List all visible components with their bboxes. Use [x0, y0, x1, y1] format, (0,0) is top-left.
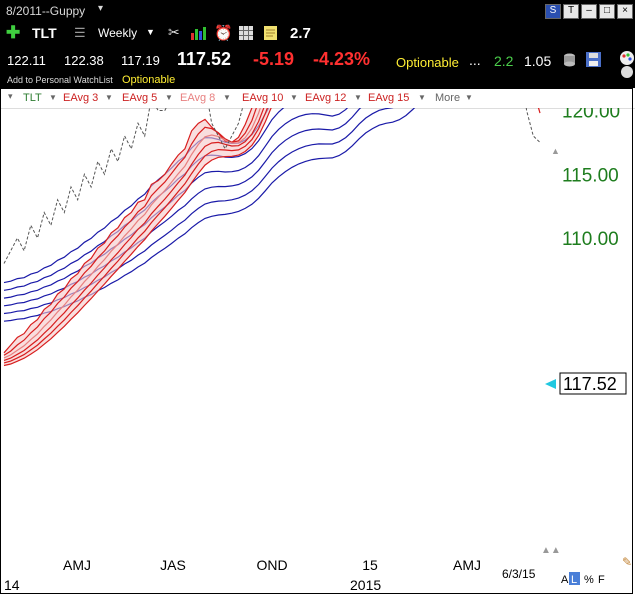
optionable-label-small: Optionable: [122, 74, 176, 86]
chart-bars-svg: [191, 27, 206, 40]
control-l[interactable]: L: [571, 574, 577, 586]
price-line: [3, 108, 541, 264]
red-ema-line-0: [3, 108, 541, 354]
window-title: 8/2011--Guppy: [6, 4, 86, 18]
grid-plus-svg: [239, 26, 253, 40]
value-green: 2.2: [494, 53, 514, 69]
control-f[interactable]: F: [598, 574, 605, 586]
time-tick-label-4: AMJ: [453, 557, 481, 573]
optionable-label: Optionable: [396, 55, 459, 70]
time-tick-label-2: OND: [256, 557, 287, 573]
watchlist-link[interactable]: Add to Personal WatchList: [7, 75, 113, 85]
price-axis: 140.00135.00130.00125.00120.00115.00110.…: [562, 108, 620, 250]
control-l-box[interactable]: [569, 572, 580, 585]
save-icon[interactable]: [586, 52, 601, 72]
price-tick-label-6: 110.00: [562, 229, 619, 250]
study-item-0[interactable]: TLT: [23, 92, 42, 104]
study-item-3-arrow[interactable]: ▼: [165, 93, 173, 102]
add-symbol-icon[interactable]: ✚: [6, 23, 21, 42]
palette-icon[interactable]: [619, 50, 635, 85]
study-item-7[interactable]: More: [435, 92, 461, 104]
scroll-up-icon[interactable]: ▲: [551, 146, 560, 156]
minimize-icon[interactable]: –: [581, 4, 597, 19]
grid-plus-icon[interactable]: [239, 26, 253, 43]
study-item-8-arrow[interactable]: ▼: [465, 93, 473, 102]
study-item-3[interactable]: EAvg 8: [180, 92, 216, 104]
study-item-2[interactable]: EAvg 5: [122, 92, 158, 104]
toolbar: ✚ TLT ☰ Weekly ▼ ✂ ⏰ 2.7: [0, 22, 635, 44]
period-select[interactable]: Weekly: [98, 26, 138, 40]
time-tick-label-3: 15: [362, 557, 378, 573]
alarm-clock-icon[interactable]: ⏰: [214, 25, 233, 42]
maximize-icon[interactable]: □: [599, 4, 615, 19]
price-chart[interactable]: 140.00135.00130.00125.00120.00115.00110.…: [0, 108, 635, 596]
study-dropdown-icon[interactable]: ▾: [8, 91, 13, 101]
pencil-icon[interactable]: ✎: [622, 555, 632, 569]
net-change: -5.19: [253, 49, 295, 69]
red-ema-line-2: [3, 108, 261, 359]
time-tick-label-1: JAS: [160, 557, 186, 573]
red-ema-line-5: [3, 108, 272, 367]
study-item-6[interactable]: EAvg 15: [368, 92, 410, 104]
study-legend-bar: ▾ TLT ▼ EAvg 3 ▼ EAvg 5 ▼ EAvg 8 ▼ EAvg …: [0, 88, 635, 109]
study-item-5[interactable]: EAvg 12: [305, 92, 347, 104]
study-item-7-arrow[interactable]: ▼: [418, 93, 426, 102]
save-svg: [586, 52, 601, 67]
last-price-marker: 117.52: [563, 374, 617, 394]
study-item-4-arrow[interactable]: ▼: [223, 93, 231, 102]
scroll-down-icon[interactable]: ▲▲: [541, 545, 561, 556]
ema-band-area: [4, 108, 540, 366]
date-label: 6/3/15: [502, 567, 536, 581]
list-icon[interactable]: ☰: [74, 25, 86, 40]
study-item-6-arrow[interactable]: ▼: [354, 93, 362, 102]
red-ema-line-3: [3, 108, 265, 361]
red-ema-line-1: [3, 108, 257, 356]
low-price: 117.19: [121, 53, 160, 68]
study-item-4[interactable]: EAvg 10: [242, 92, 284, 104]
tools-icon[interactable]: ✂: [168, 24, 180, 40]
database-svg: [564, 53, 575, 67]
red-ema-group: [3, 108, 541, 367]
last-price-pointer-icon: [545, 379, 556, 389]
tv-icon[interactable]: T: [563, 4, 579, 19]
time-tick-label-0: AMJ: [63, 557, 91, 573]
chart-bars-icon[interactable]: [191, 27, 206, 43]
study-item-1[interactable]: EAvg 3: [63, 92, 99, 104]
ema-band-fill: [4, 108, 540, 366]
control-a[interactable]: A: [561, 574, 569, 586]
quote-bar: 122.11 122.38 117.19 117.52 -5.19 -4.23%…: [0, 44, 635, 88]
window-title-bar: 8/2011--Guppy ▾ S T – □ ×: [0, 0, 635, 22]
last-price-marker-box: [559, 372, 627, 395]
study-item-2-arrow[interactable]: ▼: [105, 93, 113, 102]
ellipsis-label: ...: [469, 52, 481, 68]
study-item-1-arrow[interactable]: ▼: [49, 93, 57, 102]
time-axis: AMJ JAS OND 15 AMJ 14 2015: [4, 557, 481, 593]
price-tick-label-5: 115.00: [562, 165, 619, 186]
title-dropdown-icon[interactable]: ▾: [98, 3, 104, 14]
palette-svg: [620, 51, 634, 78]
blue-ema-line-0: [3, 108, 270, 284]
symbol-link-icon[interactable]: S: [545, 4, 561, 19]
note-icon[interactable]: [264, 26, 277, 43]
toolbar-value: 2.7: [290, 25, 311, 42]
close-icon[interactable]: ×: [617, 4, 633, 19]
price-tick-label-4: 120.00: [562, 108, 620, 123]
time-year-label-1: 2015: [350, 577, 381, 593]
control-percent[interactable]: %: [584, 574, 594, 586]
value-white: 1.05: [524, 53, 552, 69]
percent-change: -4.23%: [313, 49, 371, 69]
open-price: 122.11: [7, 53, 46, 68]
symbol-input[interactable]: TLT: [32, 25, 57, 41]
database-icon[interactable]: [563, 53, 576, 72]
high-price: 122.38: [64, 53, 104, 68]
last-price: 117.52: [177, 49, 232, 69]
note-svg: [264, 26, 277, 40]
red-ema-line-4: [3, 108, 268, 364]
period-dropdown-icon[interactable]: ▼: [146, 27, 155, 37]
blue-ema-line-1: [3, 108, 285, 291]
study-item-5-arrow[interactable]: ▼: [290, 93, 298, 102]
time-year-label-0: 14: [4, 577, 20, 593]
